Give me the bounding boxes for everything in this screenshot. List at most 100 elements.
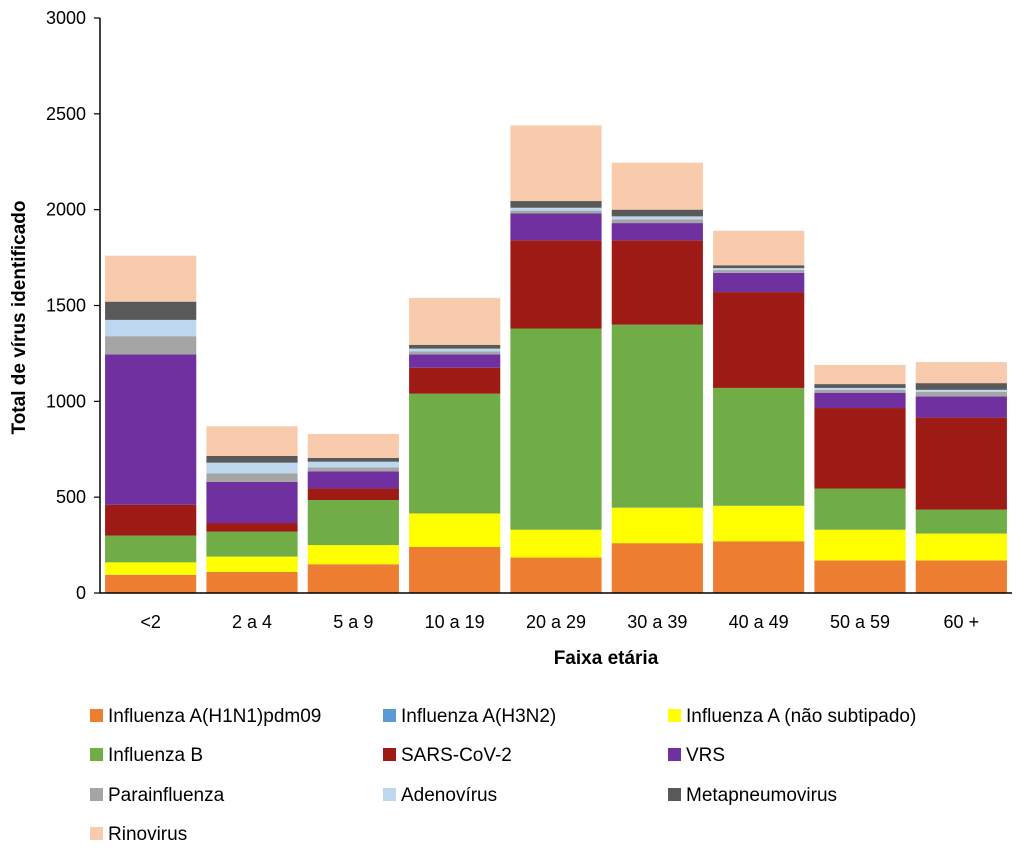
bar-segment [713, 265, 805, 269]
legend-item: Parainfluenza [90, 785, 225, 806]
bar-segment [915, 389, 1007, 392]
y-tick-label: 2500 [46, 104, 86, 124]
bar-segment [206, 462, 298, 474]
bar-segment [510, 213, 602, 241]
bar-segment [307, 433, 399, 458]
x-tick-label: <2 [140, 612, 161, 632]
bar-segment [510, 201, 602, 208]
legend-item: Influenza A (não subtipado) [668, 706, 916, 727]
bar-segment [611, 209, 703, 217]
bar-segment [105, 301, 197, 320]
bar-segment [814, 387, 906, 390]
bar-segment [409, 513, 501, 547]
x-axis-title: Faixa etária [554, 648, 659, 669]
bar-segment [409, 297, 501, 345]
bar-segment [611, 162, 703, 210]
bar-segment [307, 500, 399, 546]
bar-stack [915, 362, 1007, 593]
ticks-layer: 0 500 1000 1500 2000 2500 3000 <2 2 a 4 5 a 9 10 a… [46, 8, 979, 632]
bar-segment [814, 364, 906, 385]
bar-segment [915, 396, 1007, 418]
legend: Influenza A(H1N1)pdm09 Influenza A(H3N2) I… [90, 706, 916, 845]
bar-segment [915, 417, 1007, 510]
bar-segment [611, 543, 703, 593]
x-tick-label: 30 a 39 [627, 612, 687, 632]
bar-segment [713, 268, 805, 271]
bar-segment [206, 455, 298, 463]
x-tick-label: 40 a 49 [729, 612, 789, 632]
bar-segment [105, 504, 197, 536]
legend-label: Influenza A(H1N1)pdm09 [108, 706, 321, 727]
bar-segment [915, 362, 1007, 384]
bar-segment [713, 292, 805, 388]
legend-label: Influenza A (não subtipado) [686, 706, 916, 727]
legend-item: Influenza A(H3N2) [383, 706, 556, 727]
bar-stack [105, 255, 197, 593]
bar-segment [307, 457, 399, 462]
bar-stack [611, 162, 703, 593]
y-axis-title: Total de vírus identificado [9, 200, 30, 434]
bar-segment [611, 216, 703, 220]
bar-segment [611, 324, 703, 508]
legend-swatch [90, 827, 103, 840]
bar-segment [206, 426, 298, 456]
bar-segment [409, 547, 501, 593]
bar-stack [814, 364, 906, 593]
bar-segment [409, 367, 501, 394]
bar-stack [307, 433, 399, 593]
bar-segment [713, 387, 805, 506]
bar-segment [105, 354, 197, 505]
bar-segment [510, 207, 602, 211]
bar-segment [713, 230, 805, 266]
legend-label: Influenza B [108, 745, 203, 766]
y-tick-label: 2000 [46, 200, 86, 220]
bar-segment [307, 471, 399, 489]
legend-swatch [668, 788, 681, 801]
bar-segment [915, 383, 1007, 390]
bar-segment [206, 473, 298, 482]
legend-label: Parainfluenza [108, 785, 225, 806]
bar-segment [510, 125, 602, 202]
bar-segment [915, 391, 1007, 397]
bar-segment [814, 529, 906, 561]
bar-segment [611, 223, 703, 241]
axes-layer: Total de vírus identificado Faixa etária [9, 18, 1012, 669]
legend-swatch [383, 709, 396, 722]
bar-segment [307, 545, 399, 565]
x-tick-label: 60 + [944, 612, 980, 632]
bar-segment [713, 270, 805, 273]
legend-item: Influenza A(H1N1)pdm09 [90, 706, 321, 727]
bar-segment [814, 560, 906, 593]
bar-segment [409, 348, 501, 352]
legend-swatch [383, 788, 396, 801]
bar-segment [409, 344, 501, 349]
bars-layer [105, 125, 1007, 593]
x-tick-label: 20 a 29 [526, 612, 586, 632]
bar-segment [105, 255, 197, 302]
bar-segment [307, 461, 399, 468]
bar-segment [105, 336, 197, 355]
bar-segment [409, 393, 501, 514]
legend-label: Rinovirus [108, 824, 187, 845]
legend-label: Adenovírus [401, 785, 497, 806]
bar-segment [814, 408, 906, 489]
bar-segment [814, 392, 906, 409]
bar-segment [713, 272, 805, 293]
bar-segment [713, 505, 805, 542]
bar-segment [105, 319, 197, 337]
legend-item: Adenovírus [383, 785, 497, 806]
bar-segment [915, 533, 1007, 561]
bar-segment [915, 509, 1007, 534]
legend-swatch [383, 748, 396, 761]
bar-segment [814, 488, 906, 530]
bar-segment [206, 571, 298, 593]
bar-stack [206, 426, 298, 593]
bar-segment [611, 240, 703, 325]
legend-item: SARS-CoV-2 [383, 745, 512, 766]
legend-label: SARS-CoV-2 [401, 745, 512, 766]
bar-segment [105, 535, 197, 563]
legend-item: Metapneumovirus [668, 785, 837, 806]
bar-segment [510, 210, 602, 214]
